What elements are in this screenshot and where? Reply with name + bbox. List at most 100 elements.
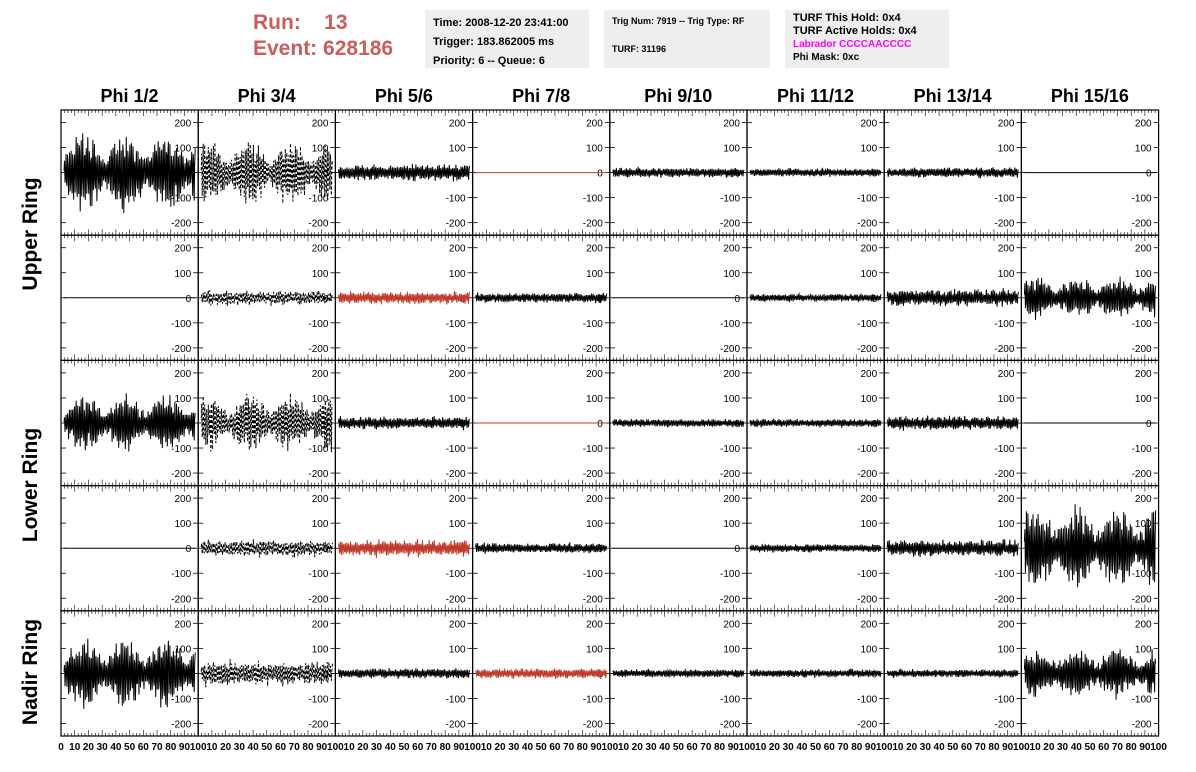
y-tick-label: -200 (994, 719, 1014, 730)
y-tick-label: -200 (446, 719, 466, 730)
x-tick-label: 30 (371, 742, 383, 753)
y-tick-label: -100 (857, 319, 877, 330)
y-tick-label: 100 (449, 644, 466, 655)
x-tick-label: 70 (289, 742, 301, 753)
y-tick-label: -100 (857, 194, 877, 205)
y-tick-label: 200 (1135, 619, 1152, 630)
y-tick-label: 100 (723, 519, 740, 530)
x-tick-label: 30 (97, 742, 109, 753)
y-tick-label: 100 (449, 144, 466, 155)
x-tick-label: 80 (165, 742, 177, 753)
waveform-trace (749, 668, 882, 679)
waveform-trace (749, 292, 882, 303)
waveform-trace (200, 141, 333, 204)
trigger-line: Trigger: 183.862005 ms (433, 36, 555, 48)
y-tick-label: 200 (998, 619, 1015, 630)
y-tick-label: 200 (449, 494, 466, 505)
y-tick-label: -100 (720, 694, 740, 705)
y-tick-label: -200 (446, 344, 466, 355)
y-tick-label: 100 (998, 644, 1015, 655)
waveform-trace (749, 543, 882, 553)
x-tick-label: 60 (824, 742, 836, 753)
y-tick-label: -100 (1132, 319, 1152, 330)
y-tick-label: -100 (171, 194, 191, 205)
x-tick-label: 50 (673, 742, 685, 753)
y-tick-label: -100 (994, 194, 1014, 205)
y-tick-label: 200 (449, 119, 466, 130)
waveform-trace (612, 668, 745, 679)
x-tick-label: 40 (1071, 742, 1083, 753)
x-tick-label: 60 (549, 742, 561, 753)
y-tick-label: 200 (723, 494, 740, 505)
run-event-label: Run: 13 Event: 628186 (253, 10, 393, 62)
column-label-3: Phi 5/6 (374, 86, 433, 106)
y-tick-label: 100 (998, 519, 1015, 530)
x-tick-label: 20 (494, 742, 506, 753)
y-tick-label: -200 (720, 719, 740, 730)
x-tick-label: 70 (1112, 742, 1124, 753)
y-tick-label: -100 (308, 319, 328, 330)
x-tick-label: 30 (783, 742, 795, 753)
waveform-trace (475, 292, 608, 304)
y-tick-label: 200 (449, 369, 466, 380)
x-tick-label: 60 (138, 742, 150, 753)
labrador-line: Labrador CCCCAACCCC (793, 39, 912, 50)
x-tick-label: 80 (714, 742, 726, 753)
y-tick-label: -100 (308, 694, 328, 705)
y-tick-label: 200 (312, 119, 329, 130)
y-tick-label: 200 (586, 119, 603, 130)
x-tick-label: 100 (1150, 742, 1167, 753)
x-tick-label: 80 (1126, 742, 1138, 753)
waveform-trace (200, 658, 333, 688)
y-tick-label: -100 (446, 569, 466, 580)
turf-hold-line: TURF This Hold: 0x4 (793, 12, 901, 24)
y-tick-label: 100 (312, 269, 329, 280)
y-tick-label: 200 (1135, 244, 1152, 255)
y-tick-label: 100 (723, 394, 740, 405)
y-tick-label: -100 (994, 694, 1014, 705)
x-tick-label: 10 (206, 742, 218, 753)
waveform-trace (337, 416, 471, 431)
x-tick-label: 10 (344, 742, 356, 753)
y-tick-label: -200 (308, 469, 328, 480)
waveform-trace (63, 133, 196, 214)
priority-line: Priority: 6 -- Queue: 6 (433, 55, 545, 67)
y-tick-label: 200 (723, 119, 740, 130)
y-tick-label: -100 (720, 194, 740, 205)
y-tick-label: 100 (586, 519, 603, 530)
y-tick-label: -100 (583, 569, 603, 580)
x-tick-label: 80 (302, 742, 314, 753)
y-tick-label: 200 (998, 244, 1015, 255)
y-tick-label: 200 (586, 369, 603, 380)
y-tick-label: 100 (586, 269, 603, 280)
run-value: 13 (324, 11, 348, 34)
panel-r1-c2: -200 -100 0 100 200 (197, 109, 336, 236)
x-tick-label: 30 (1057, 742, 1069, 753)
y-tick-label: -200 (857, 469, 877, 480)
x-tick-label: 50 (947, 742, 959, 753)
waveform-trace (337, 668, 471, 679)
y-tick-label: -200 (720, 344, 740, 355)
x-tick-label: 50 (261, 742, 273, 753)
y-tick-label: -200 (994, 594, 1014, 605)
column-label-8: Phi 15/16 (1050, 86, 1129, 106)
waveform-trace (337, 291, 471, 305)
y-tick-label: -200 (994, 219, 1014, 230)
x-tick-label: 100 (1013, 742, 1030, 753)
x-tick-label: 50 (810, 742, 822, 753)
y-tick-label: 100 (586, 644, 603, 655)
x-tick-label: 40 (110, 742, 122, 753)
y-tick-label: -100 (994, 444, 1014, 455)
column-label-6: Phi 11/12 (776, 86, 855, 106)
waveform-trace (749, 418, 882, 428)
